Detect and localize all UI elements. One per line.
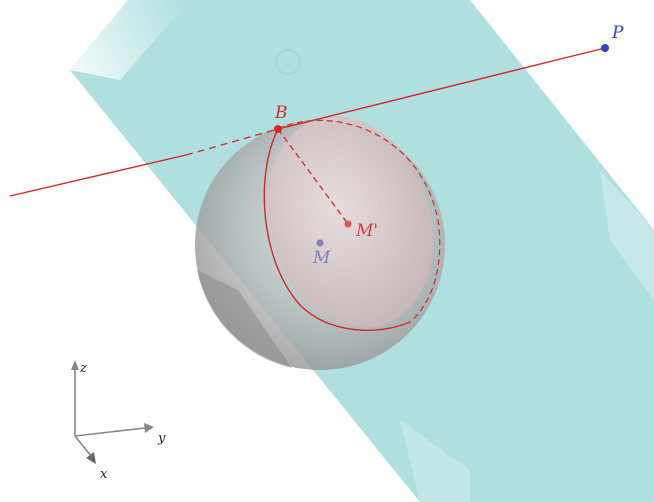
label-p: P [611,23,624,43]
label-m-prime: M' [355,221,378,241]
point-p[interactable] [601,44,609,52]
label-m: M [312,248,331,268]
axis-label-x: x [100,467,108,482]
point-m-prime[interactable] [344,220,352,228]
axis-label-y: y [157,431,166,446]
point-b[interactable] [274,125,282,133]
axis-label-z: z [79,361,87,376]
line-pb[interactable] [9,47,606,197]
label-b: B [274,103,288,123]
point-m[interactable] [316,239,324,247]
faint-circle [275,49,301,75]
axes-indicator: z y x [71,360,166,482]
